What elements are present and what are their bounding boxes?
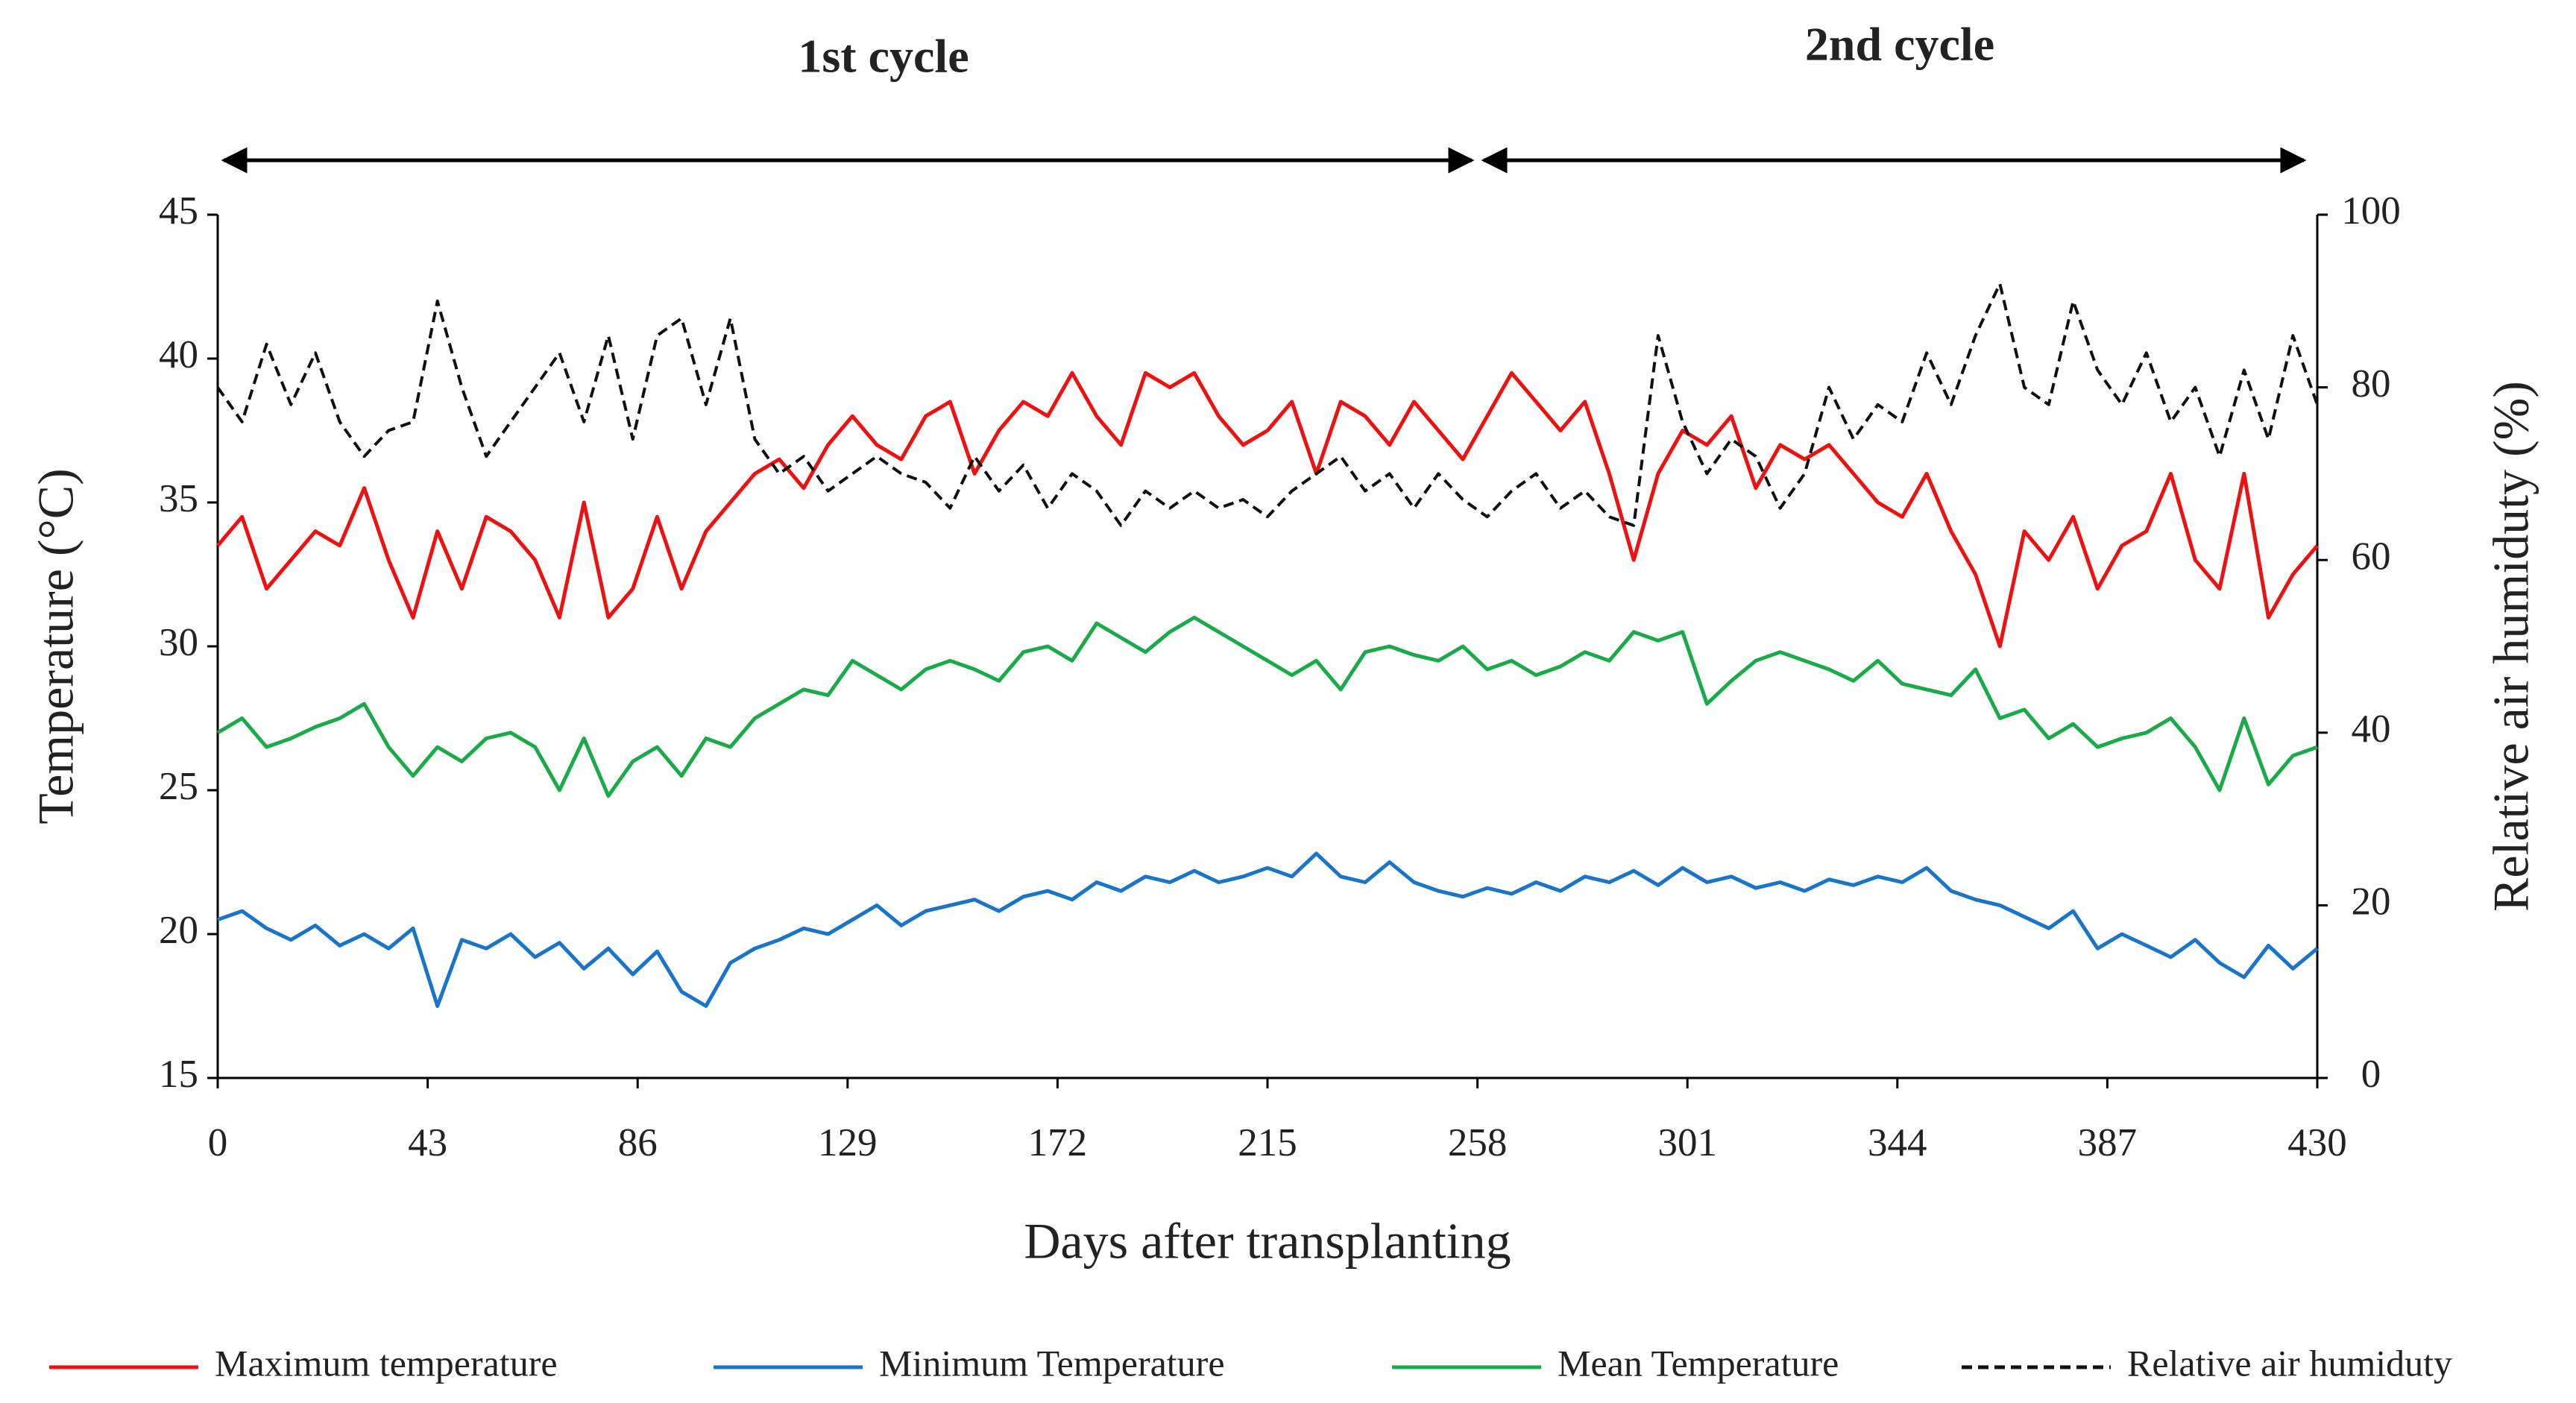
x-tick-label: 86 <box>618 1121 658 1164</box>
x-tick-label: 430 <box>2287 1121 2347 1164</box>
x-tick-label: 344 <box>1868 1121 1927 1164</box>
series-line <box>217 851 2319 1008</box>
y-tick-label: 35 <box>159 477 198 520</box>
y-tick-label: 25 <box>159 765 198 808</box>
y-tick-label: 15 <box>159 1053 198 1096</box>
y2-tick-label: 80 <box>2352 362 2391 406</box>
series-line <box>216 615 2318 798</box>
y-tick-label: 40 <box>159 333 198 376</box>
y2-tick-label: 20 <box>2352 880 2391 924</box>
legend-text: Relative air humiduty <box>2127 1342 2452 1384</box>
y2-tick-label: 100 <box>2341 189 2401 233</box>
y2-axis-title: Relative air humiduty (%) <box>2483 381 2539 912</box>
series-line <box>216 282 2319 527</box>
x-tick-label: 129 <box>818 1121 878 1164</box>
x-axis-title: Days after transplanting <box>1024 1213 1511 1270</box>
annotation: 1st cycle <box>798 30 969 83</box>
y2-tick-label: 40 <box>2352 707 2391 751</box>
x-tick-label: 43 <box>408 1121 447 1164</box>
legend-text: Maximum temperature <box>215 1342 558 1384</box>
legend-text: Mean Temperature <box>1558 1342 1839 1384</box>
annotation: 2nd cycle <box>1805 18 1994 71</box>
x-tick-label: 258 <box>1448 1121 1508 1164</box>
x-tick-label: 172 <box>1028 1121 1088 1164</box>
y2-tick-label: 0 <box>2361 1053 2381 1096</box>
y-tick-label: 20 <box>159 909 198 952</box>
legend-text: Minimum Temperature <box>879 1342 1225 1384</box>
x-tick-label: 301 <box>1657 1121 1717 1164</box>
series-line <box>216 371 2319 649</box>
y-tick-label: 45 <box>159 189 198 233</box>
y-tick-label: 30 <box>159 621 198 664</box>
y-axis-title: Temperature (°C) <box>28 468 84 824</box>
y2-tick-label: 60 <box>2352 535 2391 578</box>
x-tick-label: 0 <box>208 1121 228 1164</box>
x-tick-label: 215 <box>1238 1121 1297 1164</box>
x-tick-label: 387 <box>2078 1121 2138 1164</box>
